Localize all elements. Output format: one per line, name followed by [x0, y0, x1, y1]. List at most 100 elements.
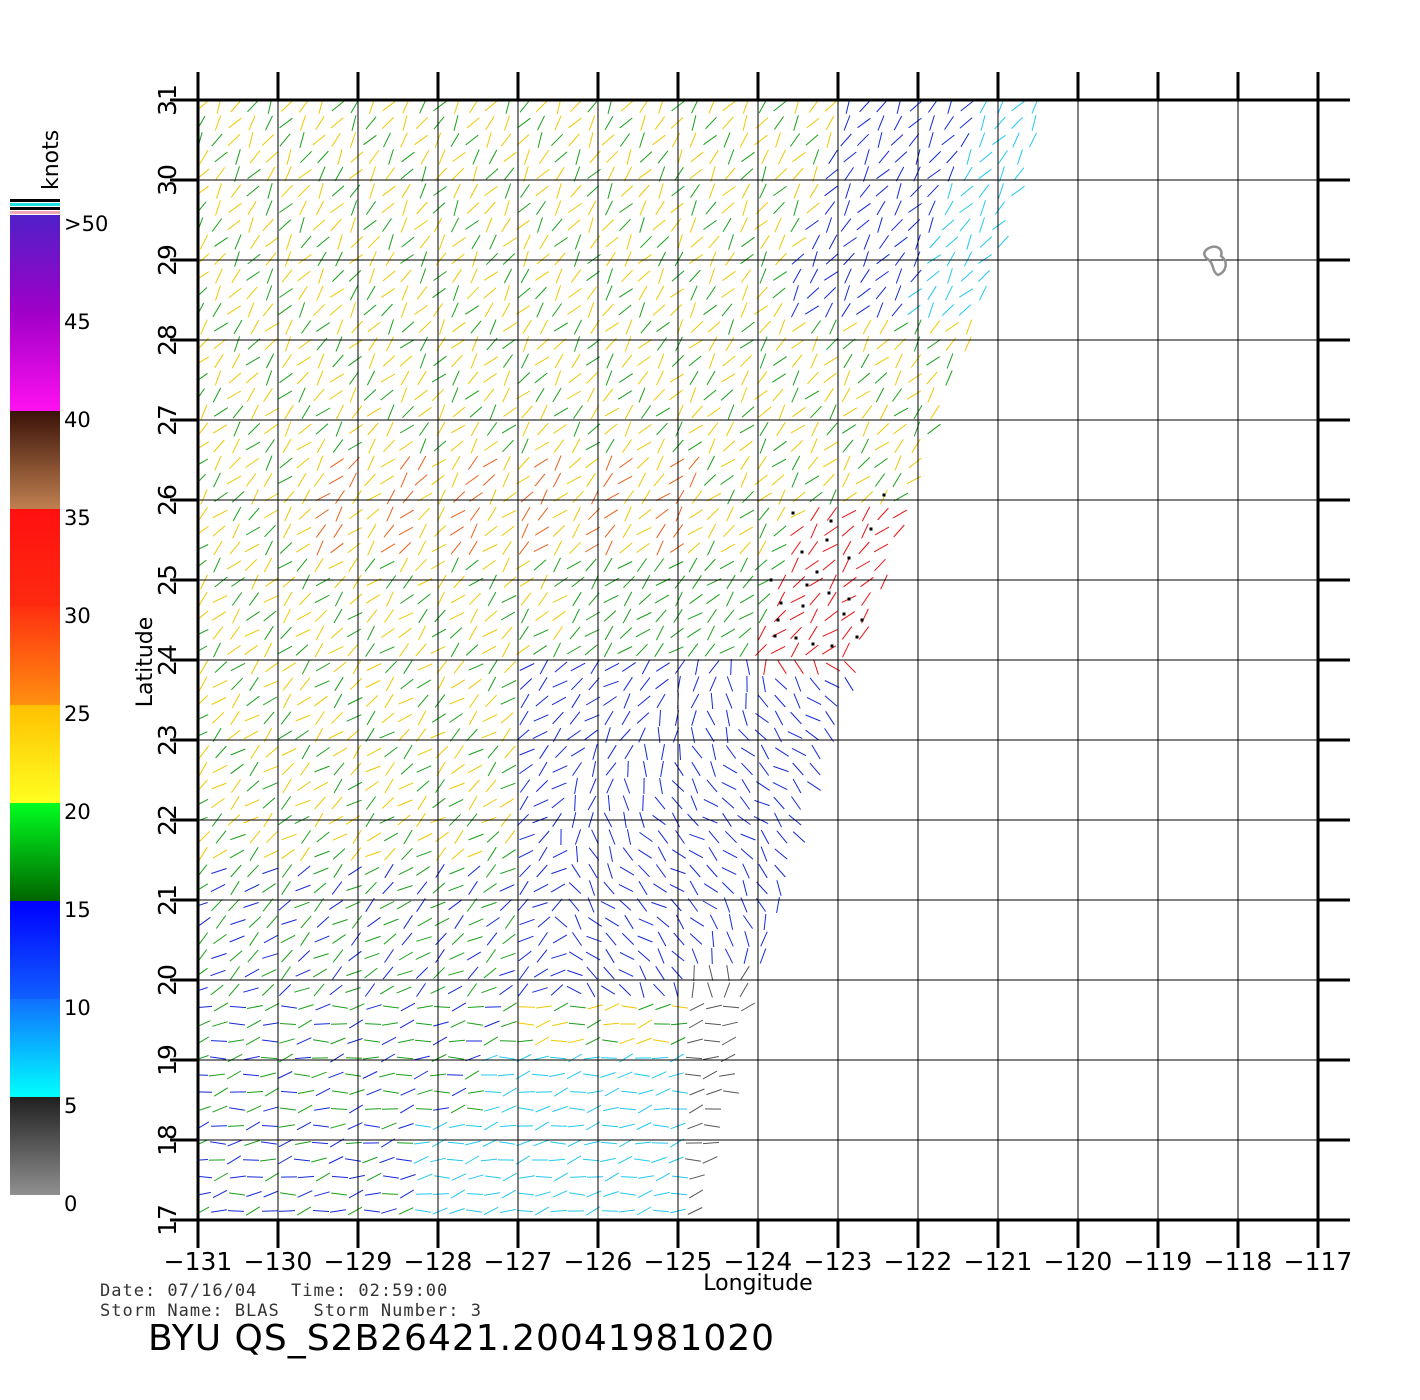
- wind-vector: [706, 1004, 722, 1010]
- wind-vector: [771, 560, 785, 570]
- wind-vector: [448, 899, 462, 911]
- wind-vector: [739, 594, 755, 604]
- wind-vector: [624, 404, 634, 420]
- wind-vector: [450, 679, 466, 689]
- wind-vector: [711, 930, 715, 948]
- wind-vector: [228, 1039, 244, 1043]
- wind-vector: [554, 115, 562, 131]
- wind-vector: [399, 456, 411, 470]
- wind-vector: [366, 609, 378, 623]
- wind-vector: [553, 642, 561, 658]
- wind-vector: [365, 201, 377, 215]
- wind-vector: [709, 676, 717, 692]
- y-axis-label: Latitude: [133, 617, 158, 708]
- wind-vector: [251, 404, 259, 420]
- wind-vector: [707, 523, 717, 539]
- wind-vector: [349, 254, 363, 264]
- wind-vector: [790, 525, 804, 537]
- wind-vector: [824, 680, 840, 688]
- wind-vector: [708, 336, 718, 352]
- wind-vector: [568, 898, 580, 912]
- wind-vector: [807, 371, 819, 385]
- wind-vector: [518, 456, 530, 470]
- wind-vector: [792, 576, 806, 588]
- island-outline: [1203, 245, 1227, 277]
- rain-flag: [773, 634, 777, 638]
- wind-vector: [364, 473, 376, 487]
- wind-vector: [299, 592, 311, 606]
- wind-vector: [792, 268, 802, 284]
- wind-vector: [906, 475, 922, 485]
- lat-tick-label: 19: [153, 1044, 182, 1076]
- wind-vector: [198, 287, 208, 297]
- wind-vector: [263, 1190, 279, 1198]
- wind-vector: [651, 901, 667, 909]
- wind-vector: [263, 680, 279, 688]
- wind-vector: [567, 1139, 583, 1147]
- wind-vector: [553, 626, 563, 640]
- wind-vector: [755, 643, 767, 657]
- wind-vector: [705, 116, 717, 130]
- wind-vector: [824, 388, 834, 402]
- wind-vector: [316, 236, 330, 248]
- wind-vector: [332, 919, 348, 925]
- wind-vector: [626, 829, 632, 845]
- wind-vector: [637, 356, 651, 366]
- wind-vector: [601, 134, 615, 146]
- wind-vector: [534, 1036, 550, 1046]
- wind-vector: [635, 1141, 651, 1145]
- wind-vector: [586, 286, 598, 300]
- wind-vector: [415, 967, 429, 979]
- wind-vector: [516, 1139, 532, 1147]
- wind-vector: [619, 1209, 635, 1213]
- wind-vector: [263, 1106, 279, 1112]
- wind-vector: [652, 219, 666, 231]
- wind-vector: [263, 711, 275, 725]
- wind-vector: [637, 270, 651, 282]
- wind-vector: [1031, 115, 1037, 131]
- wind-vector: [230, 864, 242, 878]
- wind-vector: [382, 966, 394, 980]
- wind-vector: [501, 218, 511, 232]
- wind-vector: [978, 132, 986, 148]
- wind-vector: [468, 881, 478, 895]
- wind-vector: [466, 951, 482, 961]
- wind-vector: [572, 608, 580, 624]
- wind-vector: [435, 831, 449, 843]
- wind-vector: [367, 625, 375, 641]
- wind-vector: [467, 850, 483, 858]
- wind-vector: [313, 388, 325, 402]
- wind-vector: [709, 149, 719, 165]
- wind-vector: [617, 390, 633, 400]
- wind-vector: [488, 659, 498, 675]
- wind-vector: [314, 594, 330, 604]
- wind-vector: [384, 693, 394, 709]
- rain-flags: [769, 493, 886, 648]
- wind-vector: [524, 149, 530, 165]
- wind-vector: [959, 117, 973, 129]
- wind-vector: [687, 526, 703, 536]
- wind-vector: [711, 744, 717, 760]
- wind-vector: [499, 899, 513, 911]
- wind-vector: [248, 507, 260, 521]
- wind-vector: [331, 966, 343, 980]
- wind-vector: [619, 627, 633, 639]
- wind-vector: [232, 608, 240, 624]
- wind-vector: [450, 594, 466, 604]
- rain-flag: [791, 511, 795, 515]
- wind-vector: [481, 986, 497, 994]
- wind-vector: [927, 285, 937, 301]
- wind-vector: [435, 949, 445, 963]
- wind-vector: [584, 729, 598, 741]
- wind-vector: [740, 269, 752, 283]
- wind-vector: [277, 560, 293, 570]
- wind-vector: [517, 983, 529, 997]
- wind-vector: [297, 185, 311, 197]
- wind-vector: [652, 134, 666, 146]
- wind-vector: [285, 319, 293, 335]
- wind-vector: [245, 441, 261, 451]
- wind-vector: [279, 117, 293, 129]
- wind-vector: [363, 304, 377, 316]
- wind-vector: [894, 455, 902, 471]
- wind-vector: [959, 202, 973, 214]
